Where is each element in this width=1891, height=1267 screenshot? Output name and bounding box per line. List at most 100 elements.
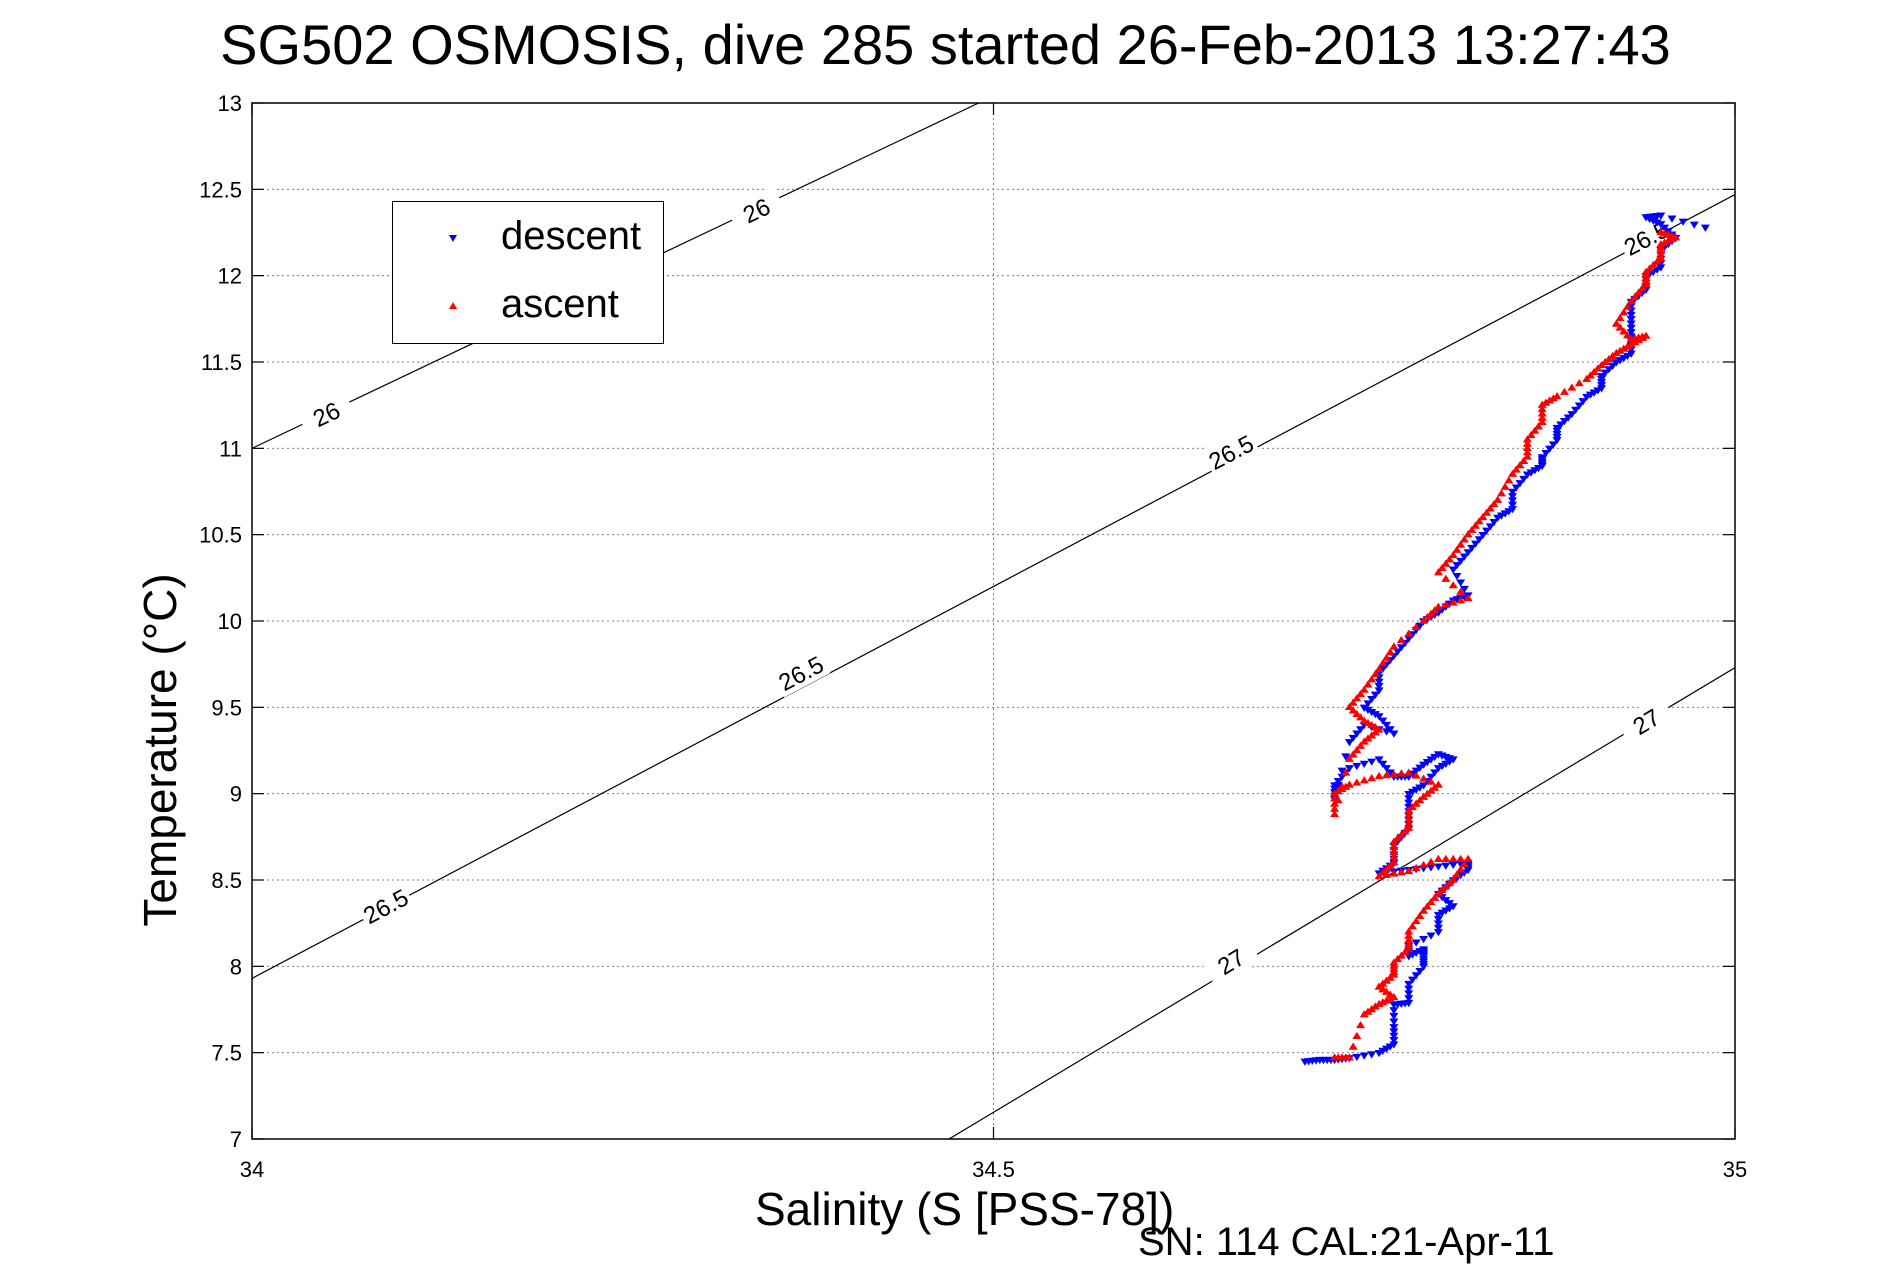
x-tick-label: 35 [1723, 1157, 1747, 1182]
data-point-descent [1433, 924, 1443, 932]
y-tick-label: 9 [230, 782, 242, 807]
data-point-descent [1419, 782, 1429, 790]
data-point-ascent [1352, 1031, 1362, 1039]
data-point-ascent [1341, 768, 1351, 776]
data-point-ascent [1537, 400, 1547, 408]
data-point-ascent [1615, 346, 1625, 354]
calibration-caption: SN: 114 CAL:21-Apr-11 [1138, 1220, 1555, 1264]
data-point-ascent [1459, 535, 1469, 543]
data-point-ascent [1344, 754, 1354, 762]
data-point-ascent [1552, 392, 1562, 400]
data-point-ascent [1404, 815, 1414, 823]
data-point-descent [1478, 531, 1488, 540]
contour-label-bg [1201, 935, 1261, 987]
data-point-ascent [1419, 906, 1429, 914]
data-point-ascent [1448, 854, 1458, 862]
data-point-ascent [1626, 340, 1636, 348]
data-point-descent [1415, 622, 1425, 630]
data-point-ascent [1352, 694, 1362, 702]
data-point-descent [1511, 484, 1521, 492]
data-point-ascent [1534, 422, 1544, 430]
data-point-ascent [1448, 598, 1458, 606]
data-point-ascent [1433, 854, 1443, 862]
data-point-ascent [1452, 545, 1462, 553]
legend: descent ascent [392, 201, 664, 344]
data-point-ascent [1456, 865, 1466, 873]
data-point-descent [1389, 1012, 1399, 1021]
contour-label-group: 26 [296, 389, 356, 438]
data-point-descent [1404, 990, 1414, 998]
y-tick-label: 9.5 [211, 695, 242, 720]
data-point-ascent [1537, 409, 1547, 417]
data-point-descent [1463, 549, 1473, 557]
data-point-descent [1381, 765, 1391, 773]
data-point-ascent [1370, 723, 1380, 731]
data-point-ascent [1374, 664, 1384, 673]
data-point-descent [1604, 366, 1614, 374]
data-point-ascent [1330, 809, 1340, 818]
data-point-ascent [1389, 858, 1399, 866]
y-axis-label: Temperature (°C) [134, 573, 186, 927]
data-point-ascent [1637, 284, 1647, 292]
data-point-descent [1548, 441, 1558, 449]
data-point-ascent [1330, 789, 1340, 797]
data-point-descent [1411, 972, 1421, 980]
data-point-ascent [1622, 342, 1632, 350]
data-point-ascent [1526, 430, 1536, 439]
data-point-descent [1626, 311, 1636, 320]
data-point-ascent [1404, 944, 1414, 952]
data-point-ascent [1367, 675, 1377, 683]
data-point-ascent [1474, 517, 1484, 525]
data-point-descent [1426, 773, 1436, 781]
data-point-ascent [1522, 443, 1532, 452]
data-point-descent [1419, 936, 1429, 944]
data-point-ascent [1504, 476, 1514, 484]
data-point-ascent [1496, 489, 1506, 497]
data-point-ascent [1404, 810, 1414, 818]
contour-label-group: 27 [1616, 695, 1676, 747]
data-point-descent [1626, 324, 1636, 332]
data-point-ascent [1493, 495, 1503, 503]
data-point-descent [1556, 421, 1566, 429]
data-point-ascent [1411, 916, 1421, 925]
legend-label-descent: descent [501, 214, 642, 258]
data-point-descent [1407, 976, 1417, 984]
data-point-ascent [1441, 574, 1451, 582]
data-point-ascent [1396, 635, 1406, 644]
y-tick-label: 12 [218, 264, 242, 289]
y-tick-label: 7.5 [211, 1041, 242, 1066]
axis-ticks: 7 7.5 8 8.5 9 9.5 10 10.5 11 11.5 12 12.5 13 34 34.5 35 [199, 91, 1747, 1182]
data-point-descent [1626, 320, 1636, 328]
data-point-ascent [1330, 804, 1340, 812]
data-point-descent [1389, 1037, 1399, 1045]
data-point-descent [1459, 585, 1469, 594]
data-point-descent [1456, 579, 1466, 587]
contour-label-bg [771, 648, 831, 698]
data-point-ascent [1430, 893, 1440, 901]
data-point-descent [1667, 215, 1677, 223]
chart-title: SG502 OSMOSIS, dive 285 started 26-Feb-2… [220, 13, 1671, 76]
data-point-descent [1448, 861, 1458, 869]
data-point-ascent [1456, 587, 1466, 595]
data-point-ascent [1337, 782, 1347, 790]
data-point-descent [1385, 769, 1395, 777]
data-point-ascent [1385, 648, 1395, 656]
y-tick-label: 8 [230, 954, 242, 979]
data-point-ascent [1367, 720, 1377, 729]
data-point-descent [1433, 929, 1443, 937]
data-point-descent [1337, 767, 1347, 775]
data-point-descent [1378, 760, 1388, 768]
data-point-ascent [1441, 559, 1451, 567]
data-point-ascent [1615, 313, 1625, 322]
data-point-descent [1508, 488, 1518, 496]
data-point-ascent [1441, 600, 1451, 608]
data-point-descent [1359, 1052, 1369, 1060]
data-point-descent [1541, 449, 1551, 458]
contour-label-group: 26.5 [355, 881, 415, 931]
data-point-ascent [1622, 331, 1632, 339]
data-point-descent [1404, 999, 1414, 1008]
data-point-ascent [1433, 602, 1443, 610]
data-point-descent [1404, 799, 1414, 807]
data-point-descent [1552, 424, 1562, 433]
data-point-ascent [1389, 847, 1399, 856]
